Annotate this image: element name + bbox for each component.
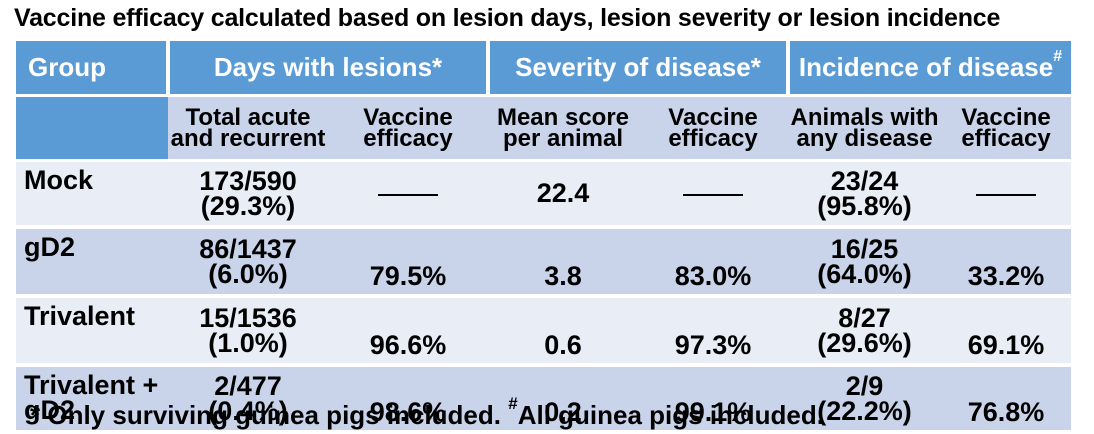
subheader-animals: Animals with any disease [788, 95, 942, 162]
footnote-part1: * Only surviving guinea pigs included. [30, 400, 501, 430]
cell-days-total: 15/1536 (1.0%) [168, 296, 328, 367]
cell-animals: 23/24 (95.8%) [788, 160, 942, 229]
days-total-value: 86/1437 [199, 233, 297, 264]
footnote: * Only surviving guinea pigs included. #… [30, 394, 824, 431]
cell-incidence-ve: 33.2% [941, 227, 1072, 298]
subheader-vaccine-efficacy-incidence: Vaccine efficacy [941, 95, 1072, 162]
cell-severity-ve: 83.0% [638, 227, 789, 298]
subheader-total: Total acute and recurrent [168, 95, 328, 162]
days-total-pct: (29.3%) [200, 190, 296, 221]
animals-pct: (29.6%) [817, 327, 912, 358]
header-incidence: Incidence of disease# [788, 41, 1072, 97]
slide-title: Vaccine efficacy calculated based on les… [14, 4, 1001, 32]
dash-icon [976, 193, 1037, 196]
cell-severity-ve: 97.3% [638, 296, 789, 367]
cell-days-ve: 79.5% [328, 227, 488, 298]
cell-days-total: 86/1437 (6.0%) [168, 227, 328, 298]
cell-animals: 8/27 (29.6%) [788, 296, 942, 367]
dash-icon [378, 193, 438, 196]
subheader-row: Total acute and recurrent Vaccine effica… [16, 95, 1072, 162]
cell-incidence-ve: 69.1% [941, 296, 1072, 367]
header-incidence-mark: # [1053, 48, 1063, 65]
cell-score: 0.6 [488, 296, 638, 367]
footnote-mark: # [508, 394, 518, 413]
cell-group: Trivalent [16, 296, 168, 367]
dash-icon [683, 193, 743, 196]
days-total-value: 173/590 [199, 165, 297, 196]
subheader-group-blank [16, 95, 168, 162]
animals-pct: (95.8%) [817, 190, 912, 221]
cell-days-total: 173/590 (29.3%) [168, 160, 328, 229]
cell-incidence-ve: 76.8% [941, 365, 1072, 434]
table-row: Mock 173/590 (29.3%) 22.4 23/24 (95.8%) [16, 160, 1072, 229]
cell-incidence-ve [941, 160, 1072, 229]
animals-value: 2/9 [845, 370, 884, 401]
cell-group: Mock [16, 160, 168, 229]
days-total-value: 2/477 [214, 370, 282, 401]
header-severity: Severity of disease* [488, 41, 791, 97]
cell-score: 3.8 [488, 227, 638, 298]
animals-pct: (64.0%) [817, 258, 912, 289]
cell-score: 22.4 [488, 160, 638, 229]
cell-days-ve: 96.6% [328, 296, 488, 367]
animals-value: 16/25 [830, 233, 899, 264]
cell-days-ve [328, 160, 488, 229]
animals-value: 23/24 [830, 165, 899, 196]
days-total-pct: (1.0%) [208, 327, 288, 358]
cell-animals: 16/25 (64.0%) [788, 227, 942, 298]
cell-group: gD2 [16, 227, 168, 298]
subheader-mean-score: Mean score per animal [488, 95, 638, 162]
table-row: Trivalent 15/1536 (1.0%) 96.6% 0.6 97.3% … [16, 296, 1072, 367]
subheader-vaccine-efficacy-days: Vaccine efficacy [328, 95, 488, 162]
cell-severity-ve [638, 160, 789, 229]
header-days-with-lesions: Days with lesions* [168, 41, 490, 97]
table-row: gD2 86/1437 (6.0%) 79.5% 3.8 83.0% 16/25(… [16, 227, 1072, 298]
days-total-value: 15/1536 [199, 302, 297, 333]
header-group: Group [16, 41, 170, 97]
subheader-vaccine-efficacy-severity: Vaccine efficacy [638, 95, 789, 162]
vaccine-efficacy-table: Group Days with lesions* Severity of dis… [16, 41, 1072, 434]
footnote-part2: All guinea pigs included. [517, 400, 824, 430]
header-incidence-label: Incidence of disease [798, 52, 1054, 82]
days-total-pct: (6.0%) [208, 258, 288, 289]
animals-value: 8/27 [838, 302, 891, 333]
header-row: Group Days with lesions* Severity of dis… [16, 41, 1072, 97]
